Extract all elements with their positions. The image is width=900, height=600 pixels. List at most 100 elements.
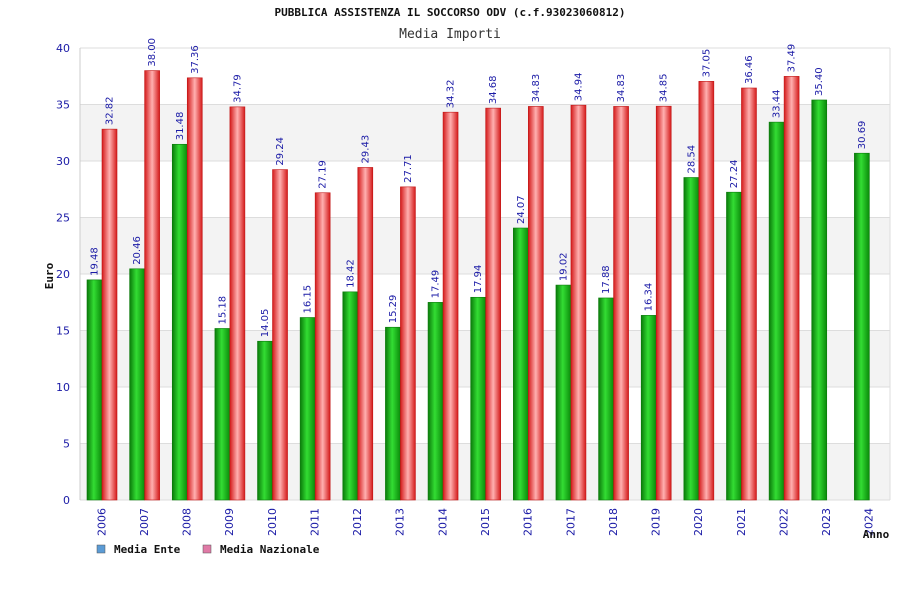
value-label-media-nazionale: 36.46 bbox=[744, 55, 755, 84]
bar-media-ente bbox=[470, 296, 486, 501]
value-label-media-ente: 30.69 bbox=[857, 121, 868, 150]
x-tick-label: 2020 bbox=[692, 508, 705, 536]
y-tick-label: 0 bbox=[63, 494, 70, 507]
bar-media-ente bbox=[214, 328, 231, 501]
y-tick-label: 5 bbox=[63, 438, 70, 451]
value-label-media-nazionale: 34.85 bbox=[659, 74, 670, 103]
value-label-media-ente: 24.07 bbox=[516, 195, 527, 224]
x-tick-label: 2015 bbox=[479, 508, 492, 536]
x-tick-label: 2012 bbox=[351, 508, 364, 536]
value-label-media-nazionale: 37.36 bbox=[190, 45, 201, 74]
legend-swatch-ente bbox=[96, 544, 106, 554]
value-label-media-nazionale: 37.05 bbox=[701, 49, 712, 78]
legend-label-nazionale: Media Nazionale bbox=[220, 543, 320, 556]
y-tick-label: 15 bbox=[56, 325, 70, 338]
x-tick-label: 2011 bbox=[308, 508, 321, 536]
bar-media-nazionale bbox=[357, 167, 374, 501]
x-tick-label: 2007 bbox=[138, 508, 151, 536]
value-label-media-ente: 35.40 bbox=[814, 67, 825, 96]
bar-media-nazionale bbox=[783, 76, 800, 501]
value-label-media-ente: 17.88 bbox=[601, 265, 612, 294]
value-label-media-nazionale: 37.49 bbox=[787, 44, 798, 73]
bar-media-ente bbox=[129, 268, 145, 501]
bar-media-nazionale bbox=[101, 128, 118, 501]
bar-media-nazionale bbox=[528, 106, 544, 501]
bar-media-nazionale bbox=[442, 111, 459, 501]
value-label-media-nazionale: 29.24 bbox=[275, 137, 286, 166]
value-label-media-nazionale: 29.43 bbox=[360, 135, 371, 164]
bar-media-ente bbox=[598, 297, 614, 501]
value-label-media-ente: 19.02 bbox=[558, 252, 569, 281]
y-tick-label: 30 bbox=[56, 155, 70, 168]
legend-label-ente: Media Ente bbox=[114, 543, 181, 556]
value-label-media-nazionale: 34.83 bbox=[531, 74, 542, 103]
x-tick-label: 2019 bbox=[650, 508, 663, 536]
value-label-media-ente: 17.49 bbox=[431, 270, 442, 299]
bar-media-ente bbox=[811, 99, 828, 501]
x-tick-label: 2016 bbox=[522, 508, 535, 536]
chart-title: PUBBLICA ASSISTENZA IL SOCCORSO ODV (c.f… bbox=[275, 6, 626, 19]
y-tick-label: 35 bbox=[56, 99, 70, 112]
value-label-media-nazionale: 34.32 bbox=[446, 80, 457, 109]
value-label-media-nazionale: 34.83 bbox=[616, 74, 627, 103]
legend-swatch-nazionale bbox=[202, 544, 212, 554]
value-label-media-nazionale: 34.94 bbox=[573, 73, 584, 102]
bar-media-nazionale bbox=[144, 70, 160, 501]
bar-media-ente bbox=[683, 177, 700, 501]
value-label-media-ente: 16.15 bbox=[303, 285, 314, 314]
x-axis-ticks: 2006 2007 2008 2009 2010 2011 2012 2013 2014 2015… bbox=[95, 508, 875, 536]
value-label-media-ente: 27.24 bbox=[729, 160, 740, 189]
value-label-media-ente: 19.48 bbox=[90, 247, 101, 276]
bar-media-nazionale bbox=[272, 169, 288, 501]
x-tick-label: 2014 bbox=[436, 508, 449, 536]
value-label-media-ente: 20.46 bbox=[132, 236, 143, 265]
x-tick-label: 2021 bbox=[735, 508, 748, 536]
value-label-media-nazionale: 27.71 bbox=[403, 154, 414, 183]
value-labels-layer: 19.48 32.82 20.46 38.00 31.48 37.36 15.18 34.79… bbox=[90, 38, 868, 337]
y-tick-label: 25 bbox=[56, 212, 70, 225]
bar-media-nazionale bbox=[186, 77, 203, 501]
bar-media-nazionale bbox=[741, 87, 757, 501]
bar-media-nazionale bbox=[613, 106, 629, 501]
y-tick-label: 40 bbox=[56, 42, 70, 55]
bar-media-nazionale bbox=[400, 186, 416, 501]
bar-media-ente bbox=[385, 326, 401, 501]
bar-media-ente bbox=[299, 317, 316, 501]
value-label-media-ente: 28.54 bbox=[686, 145, 697, 174]
bar-media-nazionale bbox=[485, 107, 501, 501]
value-label-media-ente: 33.44 bbox=[772, 89, 783, 118]
bar-media-ente bbox=[513, 227, 529, 501]
value-label-media-nazionale: 32.82 bbox=[105, 96, 116, 125]
value-label-media-nazionale: 38.00 bbox=[147, 38, 158, 67]
x-tick-label: 2010 bbox=[266, 508, 279, 536]
bar-media-ente bbox=[640, 315, 657, 501]
x-tick-label: 2017 bbox=[564, 508, 577, 536]
legend: Media Ente Media Nazionale bbox=[96, 543, 320, 556]
bar-media-ente bbox=[854, 152, 870, 501]
value-label-media-ente: 15.29 bbox=[388, 295, 399, 324]
x-tick-label: 2008 bbox=[181, 508, 194, 536]
bar-media-nazionale bbox=[655, 105, 672, 501]
bar-media-ente bbox=[555, 284, 572, 501]
bar-media-ente bbox=[257, 340, 273, 501]
y-axis-label: Euro bbox=[43, 262, 56, 289]
value-label-media-ente: 15.18 bbox=[217, 296, 228, 325]
y-axis-ticks: 0 5 10 15 20 25 30 35 40 bbox=[56, 42, 70, 507]
bar-media-ente bbox=[342, 291, 359, 501]
value-label-media-ente: 31.48 bbox=[175, 112, 186, 141]
chart-subtitle: Media Importi bbox=[399, 27, 501, 42]
bars-layer bbox=[86, 70, 870, 501]
y-tick-label: 20 bbox=[56, 268, 70, 281]
x-tick-label: 2006 bbox=[95, 508, 108, 536]
bar-media-nazionale bbox=[314, 192, 331, 501]
bar-media-nazionale bbox=[570, 104, 587, 501]
bar-media-ente bbox=[768, 121, 785, 501]
bar-media-ente bbox=[171, 143, 188, 501]
y-tick-label: 10 bbox=[56, 381, 70, 394]
bar-media-nazionale bbox=[229, 106, 246, 501]
x-tick-label: 2009 bbox=[223, 508, 236, 536]
bar-media-nazionale bbox=[698, 81, 715, 501]
bar-media-ente bbox=[86, 279, 103, 501]
value-label-media-nazionale: 34.79 bbox=[232, 74, 243, 103]
